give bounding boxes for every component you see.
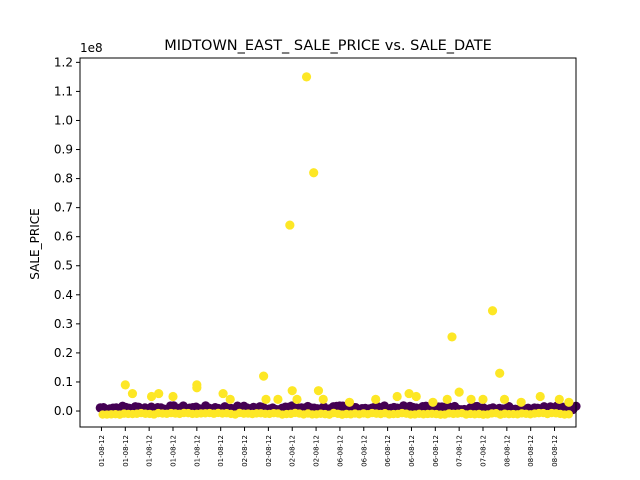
data-point-high: [218, 388, 228, 399]
data-point-high: [168, 391, 178, 402]
data-point-high: [313, 386, 324, 396]
y-tick-label: 0.1: [54, 375, 73, 389]
data-point-high: [411, 391, 421, 402]
y-tick-label: 0.0: [54, 404, 73, 418]
data-point-high: [535, 391, 545, 402]
x-tick-label: 01-08-12: [146, 435, 154, 467]
y-tick-label: 1.0: [54, 113, 73, 127]
data-point-high: [301, 72, 312, 82]
y-tick-label: 1.1: [54, 84, 73, 98]
data-point-high: [466, 394, 476, 404]
data-point-high: [261, 394, 271, 404]
data-point-high: [554, 394, 564, 404]
x-tick-label: 06-08-12: [360, 435, 368, 467]
y-axis-ticks: 0.0 0.1 0.2 0.3 0.4 0.5 0.6 0.7 0.8 0.9 1.0 1.1 1.2: [54, 55, 80, 418]
data-point-high: [564, 397, 574, 407]
x-tick-label: 06-08-12: [408, 435, 416, 467]
data-point-high: [259, 371, 269, 381]
data-point-high: [564, 410, 574, 419]
data-point-high: [454, 387, 464, 397]
x-tick-label: 08-08-12: [503, 435, 511, 467]
plot-frame: [79, 57, 577, 428]
data-point-high: [287, 386, 297, 396]
y-tick-label: 0.8: [54, 172, 73, 186]
data-point-high: [154, 388, 164, 399]
data-point-high: [146, 391, 157, 402]
data-point-high: [344, 397, 355, 407]
data-point-high: [120, 380, 130, 390]
data-point-high: [127, 388, 138, 399]
x-tick-label: 07-08-12: [456, 435, 464, 467]
chart-title: MIDTOWN_EAST_ SALE_PRICE vs. SALE_DATE: [164, 38, 492, 54]
data-point-high: [225, 394, 235, 404]
x-tick-label: 02-08-12: [289, 435, 297, 467]
x-tick-label: 07-08-12: [480, 435, 488, 467]
y-tick-label: 0.2: [54, 346, 73, 360]
x-tick-label: 02-08-12: [265, 435, 273, 467]
x-tick-label: 06-08-12: [432, 435, 440, 467]
data-point-high: [516, 397, 526, 407]
data-point-high: [499, 394, 510, 404]
y-tick-label: 1.2: [54, 55, 73, 69]
data-point-high: [495, 368, 505, 378]
data-point-high: [428, 397, 438, 407]
x-tick-label: 06-08-12: [336, 435, 344, 467]
data-point-high: [442, 394, 452, 404]
x-tick-label: 02-08-12: [241, 435, 249, 467]
x-tick-label: 01-08-12: [193, 435, 201, 467]
y-tick-label: 0.4: [54, 288, 73, 302]
data-point-high: [309, 168, 319, 178]
data-point-high: [487, 306, 498, 316]
x-tick-label: 01-08-12: [122, 435, 130, 467]
y-axis-label: SALE_PRICE: [28, 208, 42, 279]
data-point-high: [478, 394, 488, 404]
data-point-high: [318, 394, 328, 404]
x-tick-label: 01-08-12: [170, 435, 178, 467]
data-point-high: [371, 394, 381, 404]
x-axis-ticks: 01-08-12 01-08-12 01-08-12 01-08-12 01-08-12…: [98, 427, 559, 467]
x-tick-label: 06-08-12: [384, 435, 392, 467]
data-point-high: [192, 383, 202, 393]
x-tick-label: 02-08-12: [313, 435, 321, 467]
y-axis-multiplier: 1e8: [80, 41, 103, 55]
x-tick-label: 08-08-12: [551, 435, 559, 467]
x-tick-label: 01-08-12: [98, 435, 106, 467]
y-tick-label: 0.5: [54, 259, 73, 273]
y-tick-label: 0.6: [54, 230, 73, 244]
data-point-high: [404, 388, 414, 399]
data-point-high: [273, 394, 283, 404]
y-tick-label: 0.9: [54, 143, 73, 157]
x-tick-label: 08-08-12: [527, 435, 535, 467]
x-tick-label: 01-08-12: [217, 435, 225, 467]
data-points: [95, 72, 581, 419]
data-point-high: [392, 391, 402, 402]
data-point-high: [447, 332, 457, 342]
y-tick-label: 0.7: [54, 201, 73, 215]
data-point-high: [292, 394, 302, 404]
data-point-high: [285, 220, 295, 230]
y-tick-label: 0.3: [54, 317, 73, 331]
